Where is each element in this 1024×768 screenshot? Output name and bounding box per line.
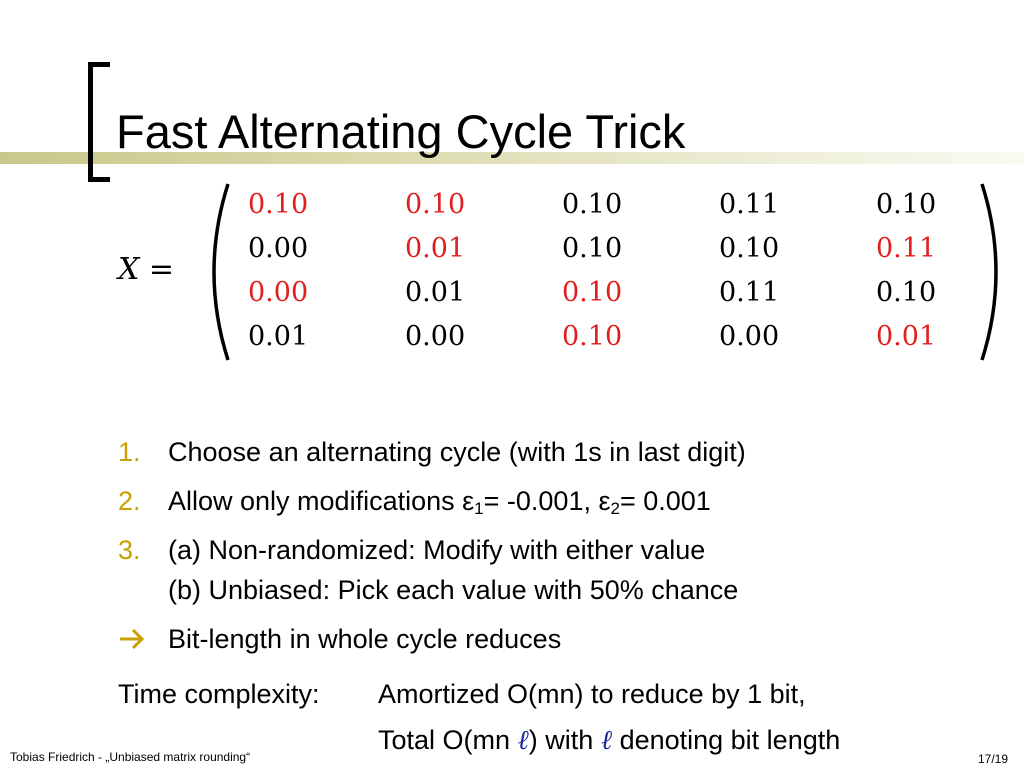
complexity-line-2-a: Total O(mn [378, 725, 518, 755]
list-item-3a: (a) Non-randomized: Modify with either v… [168, 535, 706, 565]
list-item-3b: (b) Unbiased: Pick each value with 50% c… [168, 575, 739, 605]
list-number-1: 1. [118, 437, 141, 467]
arrow-item-text: Bit-length in whole cycle reduces [168, 624, 562, 654]
matrix-cell: 0.10 [562, 277, 623, 308]
ell-symbol: ℓ [517, 725, 529, 756]
matrix-cell: 0.10 [248, 189, 309, 220]
list-item-1: Choose an alternating cycle (with 1s in … [168, 437, 746, 467]
matrix-equals: = [148, 252, 175, 287]
matrix-cell: 0.01 [405, 277, 466, 308]
title-rule [0, 152, 1024, 164]
matrix-cell: 0.01 [248, 321, 309, 352]
matrix-cell: 0.10 [719, 233, 780, 264]
matrix-lhs: X = [118, 250, 174, 290]
list-item-2-text-b: = -0.001, ε [483, 486, 611, 516]
matrix-cell: 0.10 [876, 277, 937, 308]
epsilon-1-subscript: 1 [474, 499, 484, 518]
matrix-cell: 0.01 [405, 233, 466, 264]
matrix-cell: 0.00 [405, 321, 466, 352]
right-paren [980, 183, 998, 361]
complexity-line-2-c: denoting bit length [612, 725, 841, 755]
complexity-line-1: Amortized O(mn) to reduce by 1 bit, [378, 679, 806, 709]
complexity-line-2-b: ) with [528, 725, 601, 755]
matrix-cell: 0.11 [876, 233, 937, 264]
matrix-cell: 0.00 [248, 233, 309, 264]
matrix-cell: 0.00 [719, 321, 780, 352]
epsilon-2-subscript: 2 [610, 499, 620, 518]
matrix-cell: 0.10 [562, 189, 623, 220]
complexity-line-2: Total O(mn ℓ) with ℓ denoting bit length [378, 724, 840, 757]
ell-symbol: ℓ [600, 725, 613, 756]
matrix-variable: X [118, 252, 140, 287]
matrix-cell: 0.00 [248, 277, 309, 308]
list-item-2-text-c: = 0.001 [619, 486, 711, 516]
matrix-cell: 0.10 [562, 321, 623, 352]
matrix-cell: 0.10 [876, 189, 937, 220]
list-item-2: Allow only modifications ε1= -0.001, ε2=… [168, 485, 711, 517]
matrix-cell: 0.01 [876, 321, 937, 352]
arrow-right-icon [120, 628, 145, 650]
list-number-3: 3. [118, 535, 141, 565]
title-bracket [88, 62, 110, 182]
slide-title: Fast Alternating Cycle Trick [116, 105, 686, 158]
left-paren [212, 183, 230, 361]
matrix-cell: 0.11 [719, 277, 780, 308]
footer-author: Tobias Friedrich - „Unbiased matrix roun… [10, 750, 251, 764]
list-number-2: 2. [118, 486, 141, 516]
matrix-parentheses [212, 183, 998, 361]
complexity-label: Time complexity: [118, 679, 320, 709]
matrix-cell: 0.11 [719, 189, 780, 220]
matrix-cell: 0.10 [405, 189, 466, 220]
matrix-cell: 0.10 [562, 233, 623, 264]
list-item-2-text-a: Allow only modifications ε [168, 486, 475, 516]
page-number: 17/19 [978, 752, 1009, 766]
